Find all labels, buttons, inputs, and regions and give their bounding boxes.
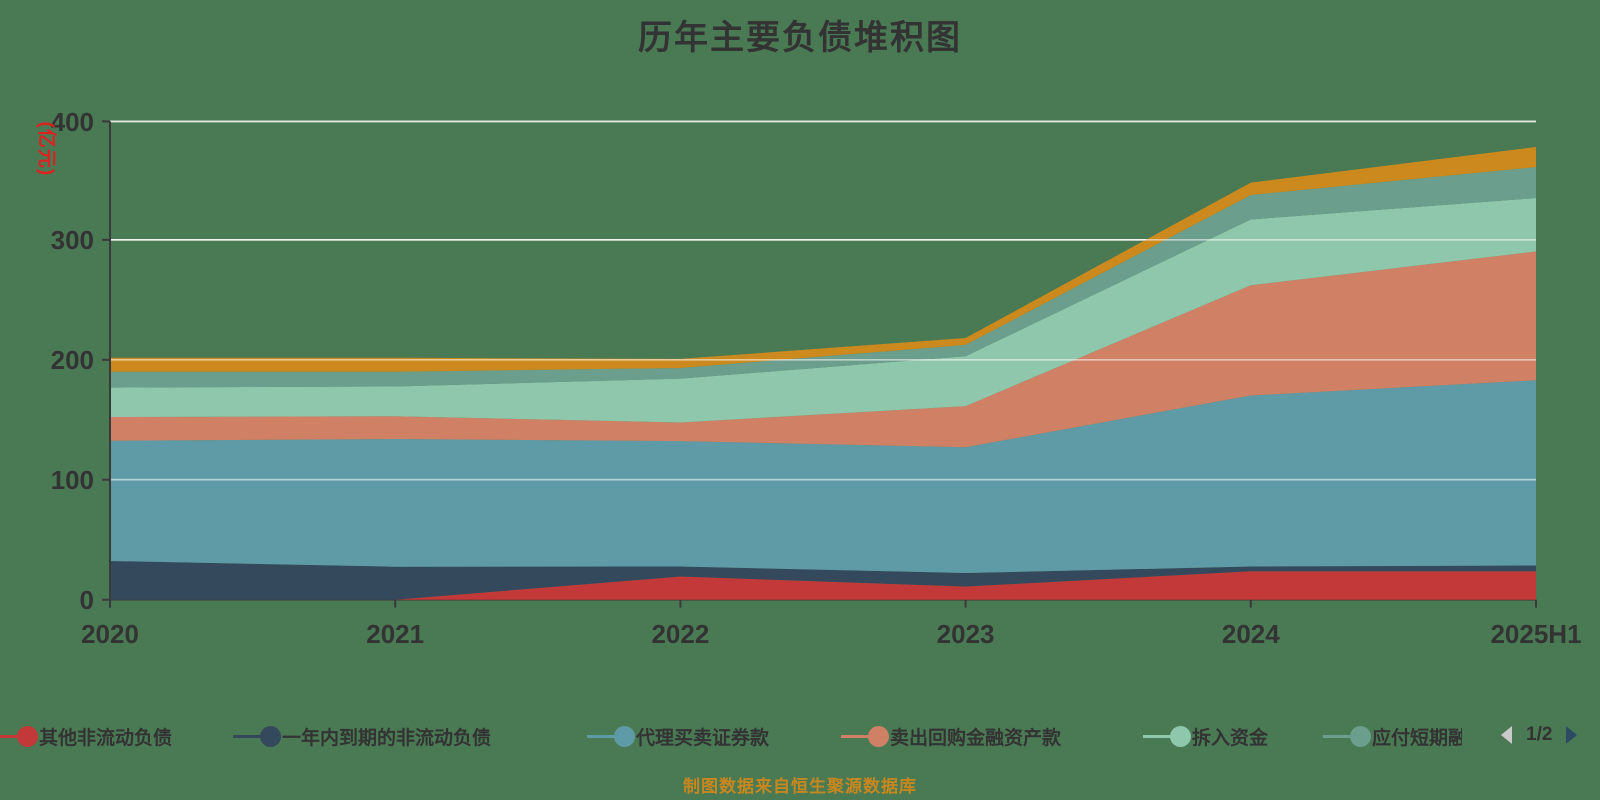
svg-text:100: 100 — [51, 465, 94, 495]
svg-text:200: 200 — [51, 345, 94, 375]
svg-text:2023: 2023 — [937, 619, 995, 649]
svg-text:2021: 2021 — [366, 619, 424, 649]
svg-text:2024: 2024 — [1222, 619, 1280, 649]
svg-text:0: 0 — [80, 585, 94, 615]
svg-text:2022: 2022 — [651, 619, 709, 649]
svg-text:300: 300 — [51, 225, 94, 255]
svg-text:2020: 2020 — [81, 619, 139, 649]
svg-text:2025H1: 2025H1 — [1490, 619, 1581, 649]
